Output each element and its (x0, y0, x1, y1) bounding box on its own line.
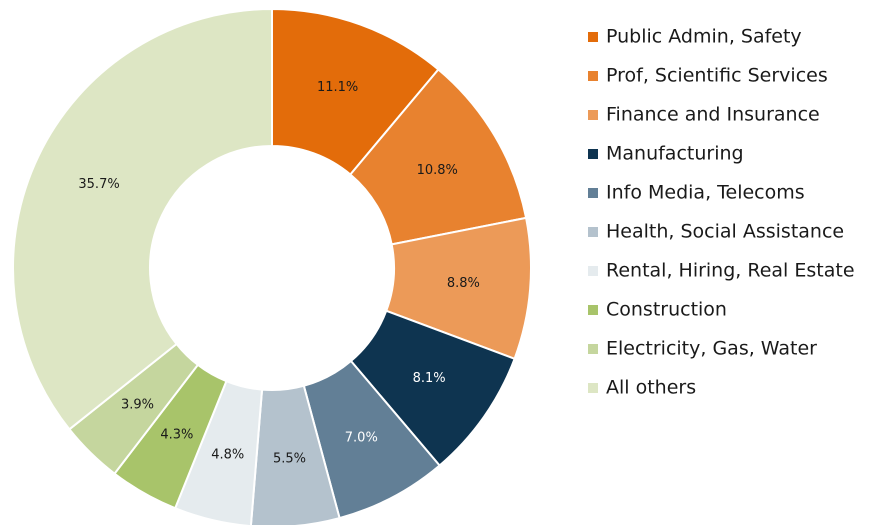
slice-label: 35.7% (78, 177, 119, 192)
donut-slice (12, 7, 273, 431)
legend-swatch (588, 110, 598, 120)
slice-label: 3.9% (121, 398, 154, 413)
legend-swatch (588, 149, 598, 159)
slice-label: 4.3% (160, 427, 193, 442)
legend-label: Public Admin, Safety (606, 26, 802, 48)
donut-slice (348, 68, 528, 246)
slice-label: 4.8% (211, 447, 244, 462)
legend-label: Finance and Insurance (606, 104, 820, 126)
legend-swatch (588, 305, 598, 315)
legend-swatch (588, 71, 598, 81)
slice-label: 8.1% (413, 371, 446, 386)
legend-label: Construction (606, 299, 727, 321)
slice-label: 8.8% (447, 276, 480, 291)
legend-swatch (588, 344, 598, 354)
slice-label: 5.5% (273, 452, 306, 467)
slice-label: 7.0% (345, 430, 378, 445)
legend-label: Prof, Scientific Services (606, 65, 828, 87)
slice-label: 10.8% (417, 163, 458, 178)
legend-label: Info Media, Telecoms (606, 182, 805, 204)
donut-slice (249, 384, 341, 525)
legend-swatch (588, 266, 598, 276)
legend-label: Rental, Hiring, Real Estate (606, 260, 855, 282)
legend-label: All others (606, 377, 696, 399)
legend-swatch (588, 383, 598, 393)
legend-label: Health, Social Assistance (606, 221, 844, 243)
legend-label: Electricity, Gas, Water (606, 338, 817, 360)
legend-label: Manufacturing (606, 143, 744, 165)
legend-swatch (588, 32, 598, 42)
legend-swatch (588, 227, 598, 237)
legend-swatch (588, 188, 598, 198)
slice-label: 11.1% (317, 80, 358, 95)
